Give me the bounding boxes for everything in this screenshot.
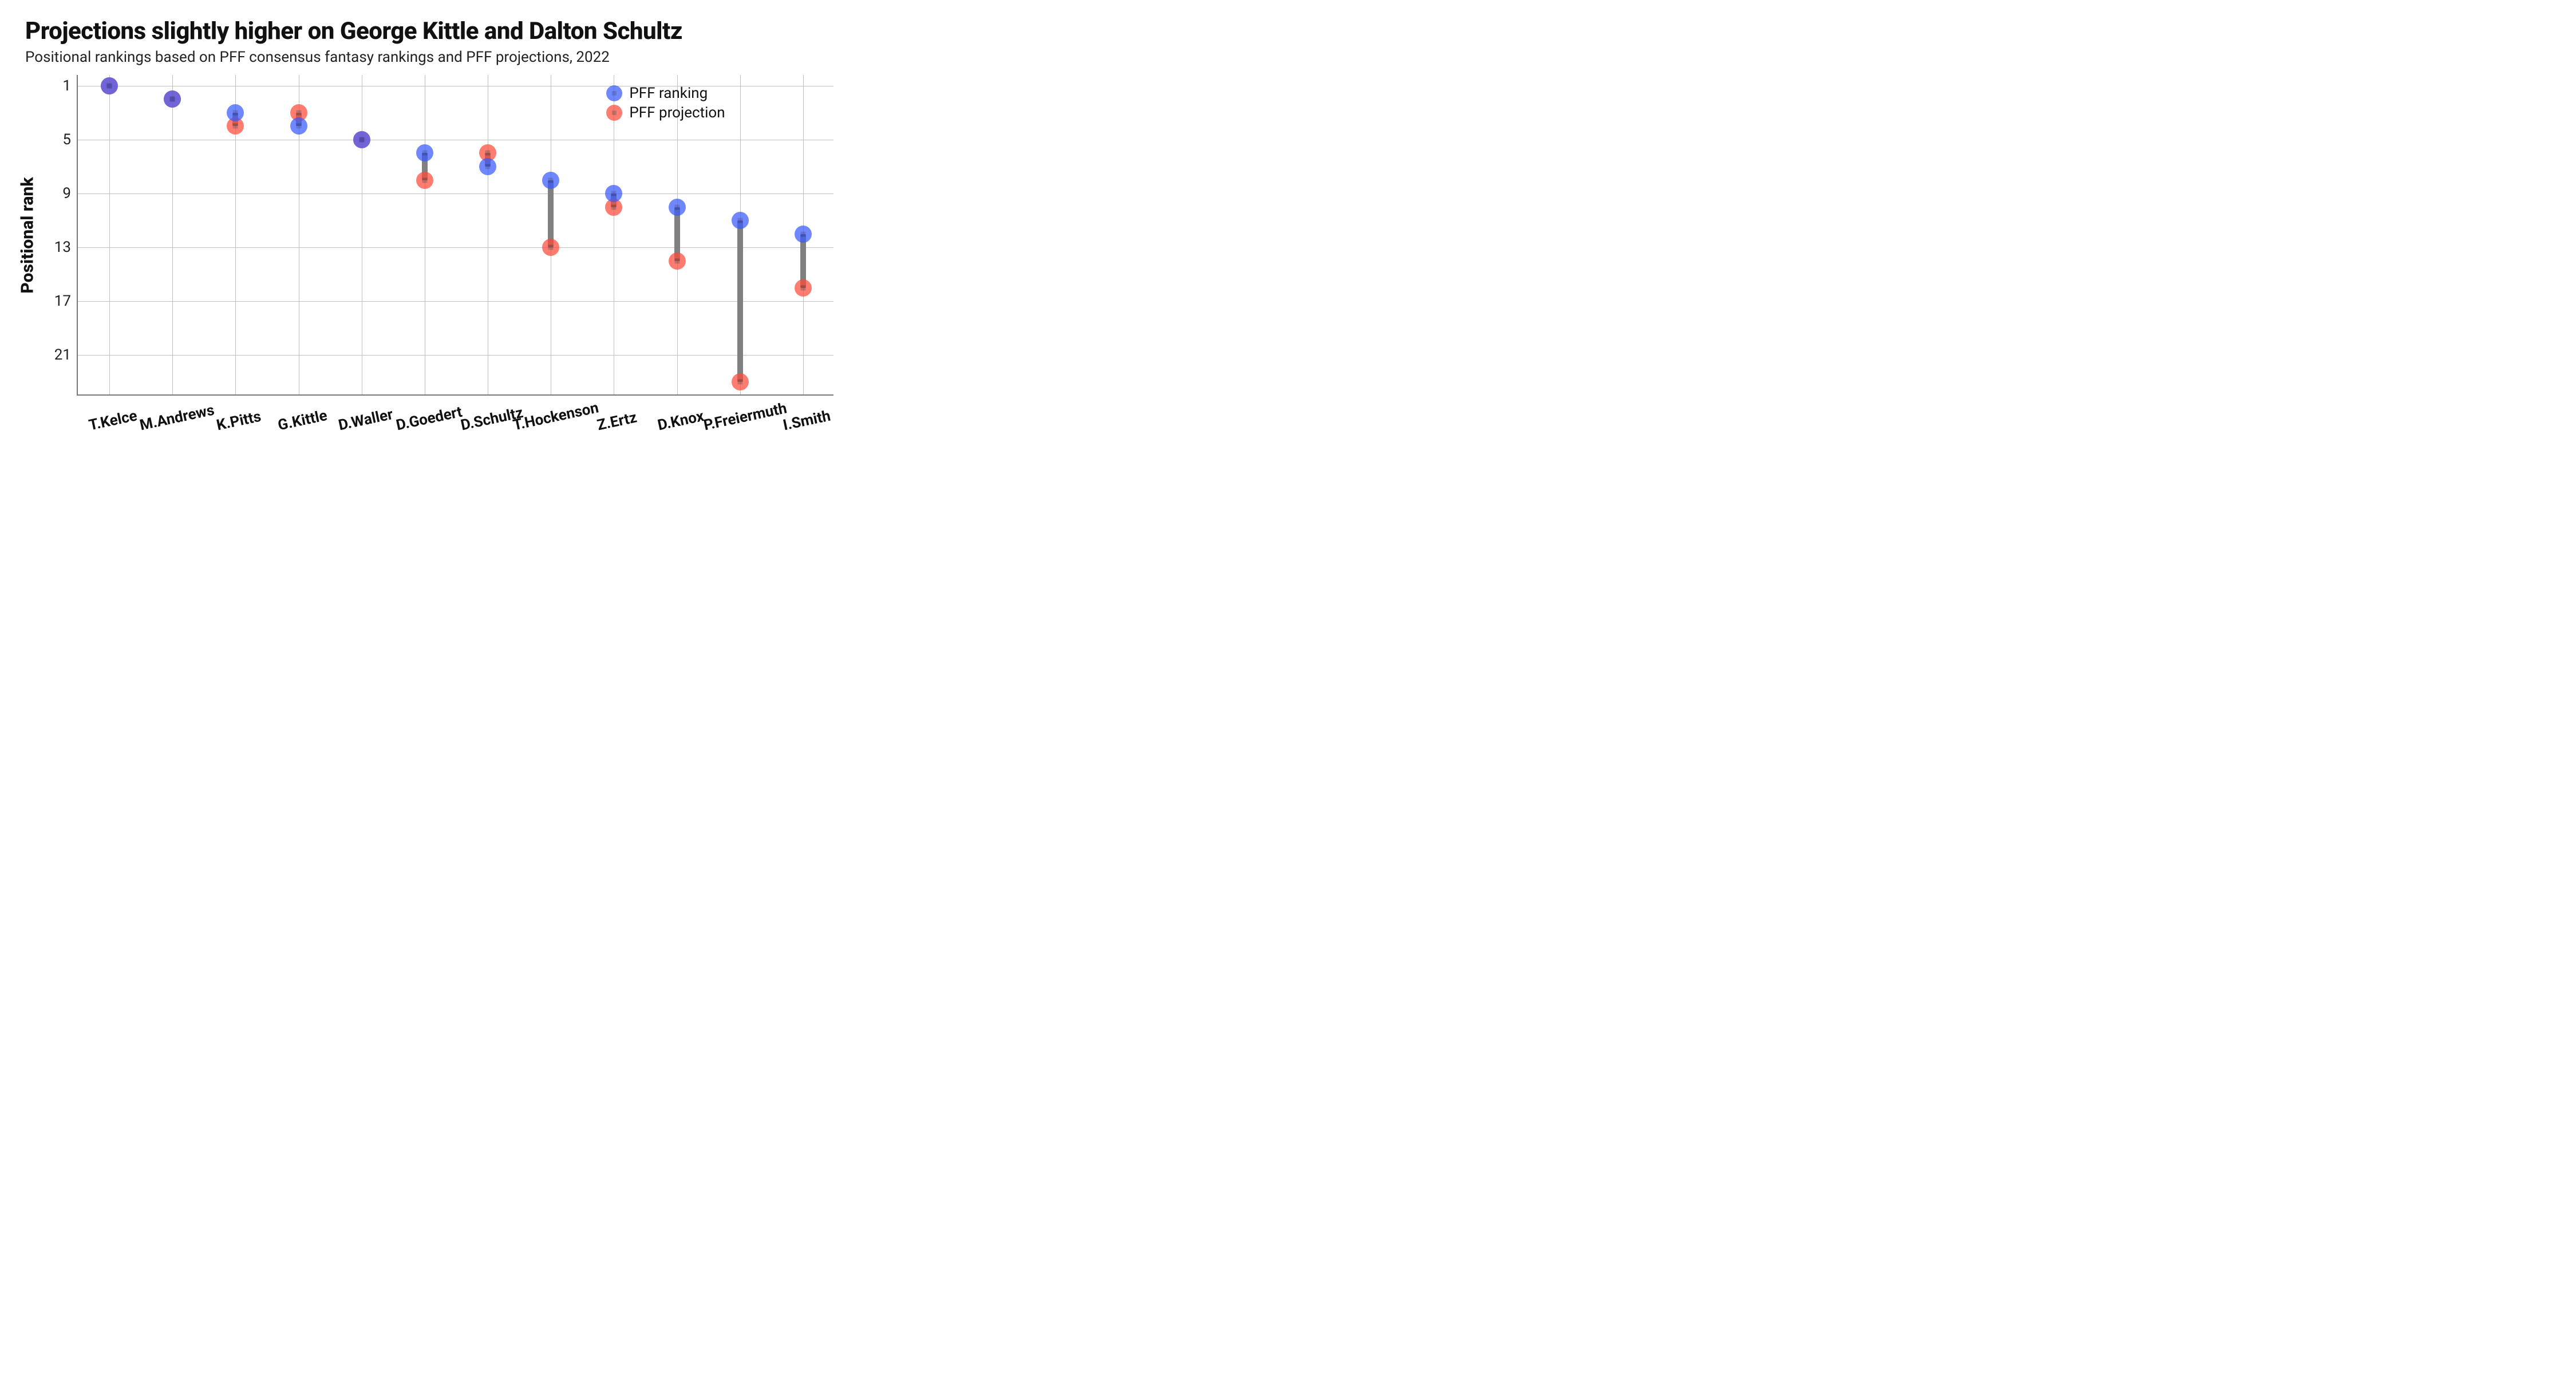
legend-item-ranking: PFF ranking	[606, 85, 725, 102]
legend: PFF ranking PFF projection	[606, 85, 725, 124]
x-tick-label: K.Pitts	[215, 408, 263, 435]
grid-line-horizontal	[78, 247, 833, 248]
chart-container: Projections slightly higher on George Ki…	[0, 0, 859, 458]
y-tick-label: 21	[39, 346, 71, 364]
y-tick-label: 9	[39, 185, 71, 202]
ranking-point	[732, 212, 749, 229]
projection-point	[669, 252, 686, 270]
y-tick-label: 5	[39, 131, 71, 148]
x-tick-label: T.Hockenson	[512, 399, 600, 434]
legend-label-projection: PFF projection	[629, 104, 725, 121]
x-tick-label: I.Smith	[781, 408, 832, 435]
y-tick-label: 13	[39, 239, 71, 256]
ranking-point	[101, 77, 118, 94]
x-tick-label: P.Freiermuth	[702, 400, 788, 434]
ranking-point	[416, 144, 433, 161]
projection-point	[795, 279, 812, 297]
x-tick-label: D.Waller	[337, 406, 394, 434]
plot-area: 159131721T.KelceM.AndrewsK.PittsG.Kittle…	[77, 75, 833, 396]
chart-subtitle: Positional rankings based on PFF consens…	[25, 49, 845, 66]
x-tick-label: D.Knox	[656, 408, 705, 434]
x-tick-label: Z.Ertz	[596, 409, 639, 434]
ranking-point	[542, 172, 559, 189]
projection-point	[416, 172, 433, 189]
projection-point	[542, 239, 559, 256]
x-tick-label: G.Kittle	[276, 407, 329, 434]
legend-label-ranking: PFF ranking	[629, 85, 708, 102]
ranking-point	[669, 199, 686, 216]
ranking-point	[795, 226, 812, 243]
ranking-point	[605, 185, 622, 202]
y-tick-label: 1	[39, 77, 71, 94]
ranking-point	[290, 117, 307, 135]
grid-line-vertical	[109, 75, 110, 394]
y-tick-label: 17	[39, 293, 71, 310]
legend-item-projection: PFF projection	[606, 104, 725, 121]
projection-point	[732, 373, 749, 390]
y-axis-label: Positional rank	[18, 177, 38, 293]
x-tick-label: T.Kelce	[88, 407, 139, 434]
connector	[548, 180, 554, 248]
grid-line-horizontal	[78, 301, 833, 302]
x-tick-label: D.Goedert	[394, 404, 464, 435]
grid-line-vertical	[172, 75, 173, 394]
x-tick-label: M.Andrews	[139, 401, 216, 434]
ranking-point	[164, 90, 181, 108]
chart-title: Projections slightly higher on George Ki…	[25, 17, 845, 45]
ranking-point	[353, 131, 370, 148]
ranking-point	[227, 104, 244, 121]
connector	[737, 220, 743, 382]
grid-line-horizontal	[78, 355, 833, 356]
ranking-point	[479, 158, 496, 175]
